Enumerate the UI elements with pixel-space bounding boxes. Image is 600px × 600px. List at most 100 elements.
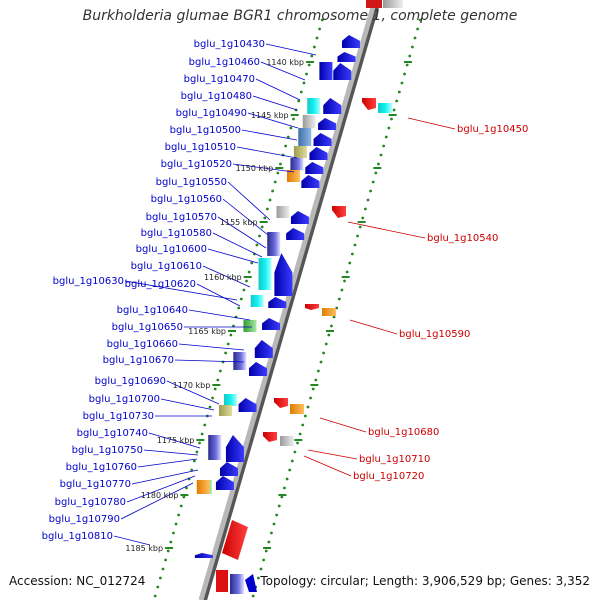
outer-track-dot [358,225,362,229]
gene-layer [194,0,403,594]
outer-track-dot [343,279,346,283]
forward-gene-block [319,62,333,80]
reverse-leader-line [307,449,358,460]
forward-gene-block [267,232,281,256]
forward-leader-line [188,309,251,321]
forward-leader-line [148,432,201,449]
outer-track-dot [377,162,380,166]
inner-track-dot [265,207,269,211]
outer-track-dot [332,315,336,319]
forward-gene-label: bglu_1g10470 [184,74,255,85]
reverse-gene-block [378,103,392,113]
outer-track-dot [309,396,312,400]
outer-track-dot [314,378,318,382]
inner-track-dot [245,279,248,283]
inner-track-dot [219,369,222,373]
forward-gene-arrow [215,476,234,490]
forward-leader-line [260,61,306,81]
inner-track-dot [268,198,272,202]
forward-gene-label: bglu_1g10650 [112,322,183,333]
reverse-gene-block [322,308,336,316]
inner-track-dot [315,36,319,40]
forward-gene-block [276,206,290,218]
outer-track-dot [259,567,263,571]
inner-track-dot [179,504,183,508]
outer-track-dot [330,324,333,328]
forward-gene-label: bglu_1g10750 [72,445,143,456]
outer-track-dot [317,369,320,373]
inner-track-dot [302,81,306,85]
outer-track-dot [379,153,383,157]
topology-text: Topology: circular; Length: 3,906,529 bp… [260,574,590,588]
inner-track-dot [242,288,246,292]
forward-gene-block [250,295,264,307]
forward-gene-arrow [301,175,320,188]
outer-track-dot [303,414,307,418]
outer-track-dot [251,594,255,598]
outer-track-dot [345,270,349,274]
scale-tick-label: 1155 kbp [220,218,258,227]
outer-track-dot [270,531,273,535]
inner-track-dot [312,45,316,49]
forward-gene-label: bglu_1g10600 [136,244,207,255]
inner-track-dot [305,72,308,76]
outer-track-dot [319,360,323,364]
outer-track-dot [298,432,302,436]
outer-track-dot [262,558,265,562]
inner-track-dot [279,162,282,166]
forward-gene-label: bglu_1g10670 [103,355,174,366]
forward-gene-arrow [323,98,342,114]
inner-track-dot [174,522,178,526]
outer-track-dot [275,513,279,517]
reverse-gene-label: bglu_1g10680 [368,427,439,438]
outer-track-dot [280,495,284,499]
inner-track-dot [226,342,230,346]
inner-track-dot [164,558,168,562]
forward-leader-line [222,198,269,236]
outer-track-dot [306,405,310,409]
forward-gene-block [258,258,272,290]
outer-track-dot [340,288,344,292]
forward-gene-block [302,115,316,128]
outer-track-dot [337,297,341,301]
forward-gene-block [307,98,321,114]
forward-gene-label: bglu_1g10580 [141,228,212,239]
forward-gene-label: bglu_1g10730 [83,411,154,422]
inner-track-dot [297,99,301,103]
inner-track-dot [224,351,228,355]
outer-track-dot [293,450,297,454]
inner-track-dot [289,126,293,130]
forward-gene-arrow [290,211,309,224]
forward-gene-arrow [274,253,293,296]
forward-leader-line [265,43,317,56]
outer-track-dot [356,234,359,238]
reverse-gene-large [222,520,248,560]
outer-track-dot [416,27,419,31]
forward-gene-bottom [230,574,244,594]
inner-track-dot [195,450,199,454]
outer-track-dot [400,81,404,85]
inner-track-dot [200,432,204,436]
inner-track-dot [229,333,233,337]
outer-track-dot [256,576,260,580]
leader-lines [113,43,456,546]
reverse-gene-arrow [362,98,376,110]
forward-gene-arrow [219,462,238,476]
inner-track-dot [161,567,165,571]
outer-track-dot [353,243,357,247]
reverse-gene-arrow [263,432,277,442]
inner-track-dot [284,144,288,148]
forward-gene-label: bglu_1g10430 [194,39,265,50]
outer-track-dot [395,99,399,103]
outer-track-dot [296,441,299,445]
reverse-gene-arrow [274,398,288,408]
inner-track-dot [213,387,217,391]
forward-gene-arrow [238,398,257,412]
outer-track-dot [413,36,417,40]
forward-gene-label: bglu_1g10740 [77,428,148,439]
outer-track-dot [327,333,331,337]
inner-track-dot [276,171,280,175]
forward-gene-block [243,320,257,332]
